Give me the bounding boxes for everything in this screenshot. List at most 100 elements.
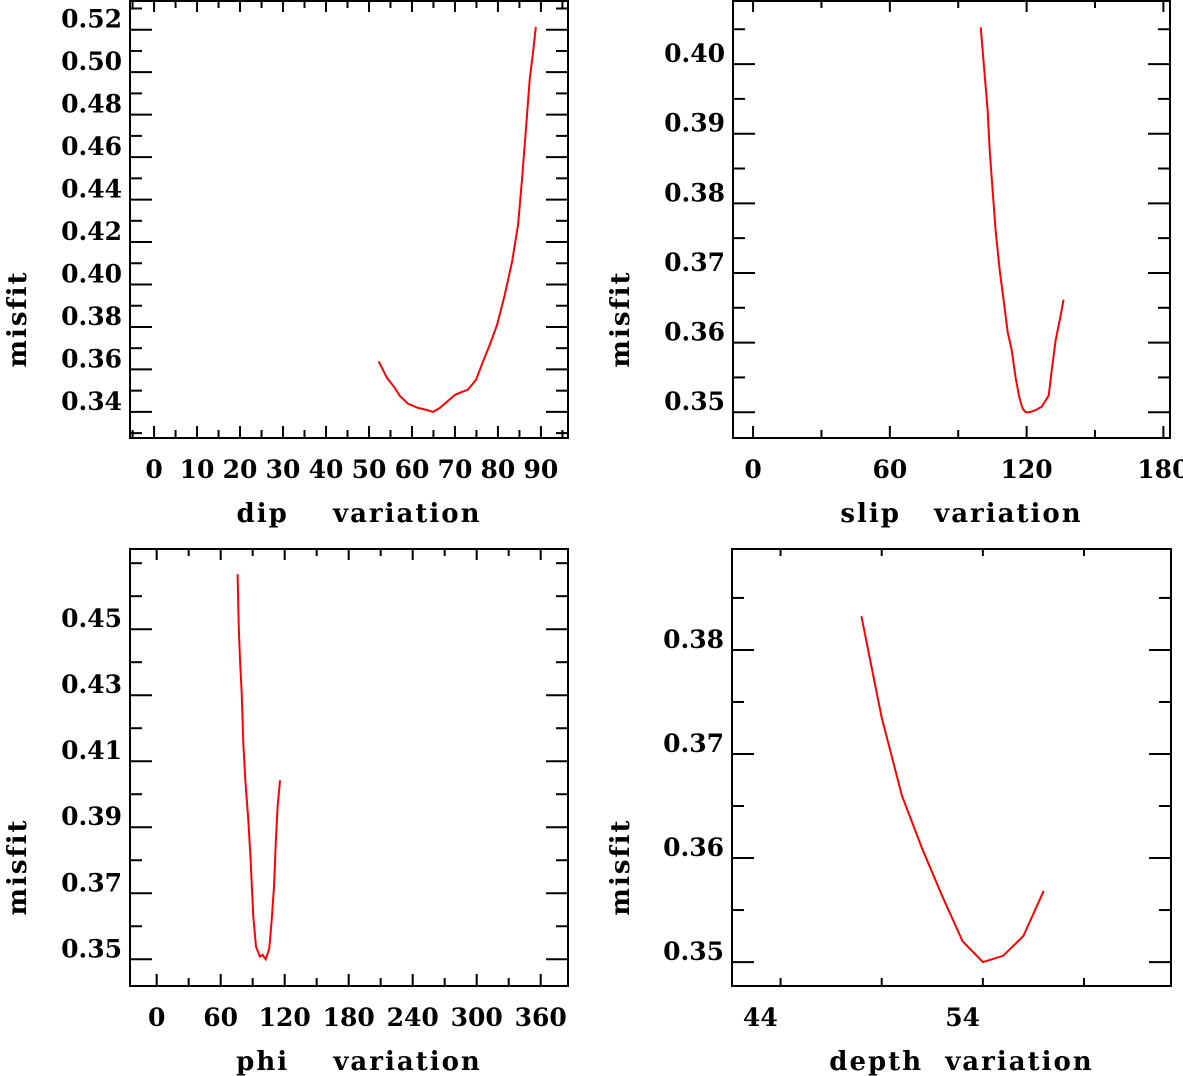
data-point <box>439 407 441 409</box>
subplot-4: 44 54 0.35 0.36 0.37 0.38 depth variation misfi… <box>606 548 1172 1076</box>
data-point <box>531 53 534 56</box>
data-point <box>239 659 241 661</box>
data-point <box>426 409 428 411</box>
y-tick-label: 0.37 <box>61 868 122 897</box>
data-point <box>988 149 991 152</box>
y-axis-label: misfit <box>3 270 33 367</box>
data-point <box>279 779 281 782</box>
misfit-line <box>860 616 1045 964</box>
y-tick-label: 0.35 <box>663 937 724 966</box>
x-tick-label: 30 <box>266 455 301 484</box>
data-point <box>1021 407 1024 410</box>
data-point <box>1002 955 1004 957</box>
data-point <box>994 229 997 232</box>
data-point <box>240 692 243 695</box>
data-point <box>521 178 523 181</box>
x-tick-label: 360 <box>515 1003 567 1032</box>
y-tick-label: 0.45 <box>61 604 122 633</box>
data-point <box>268 947 271 950</box>
data-point <box>432 411 434 413</box>
data-point <box>252 915 255 918</box>
data-point <box>901 794 903 797</box>
data-point <box>244 779 247 781</box>
data-point <box>259 955 261 958</box>
data-point <box>1034 409 1037 411</box>
misfit-line <box>236 574 281 962</box>
data-point <box>1010 348 1013 351</box>
x-tick-label: 300 <box>451 1003 503 1032</box>
data-point <box>399 395 401 397</box>
data-point <box>860 615 863 618</box>
axes-frame <box>731 548 1172 987</box>
y-tick-label: 0.40 <box>664 39 725 68</box>
x-tick-label: 80 <box>481 455 516 484</box>
y-tick-label: 0.37 <box>664 248 725 277</box>
y-tick-label: 0.38 <box>664 178 725 207</box>
x-tick-label: 60 <box>395 455 430 484</box>
y-axis-label: misfit <box>606 270 636 367</box>
data-point <box>1050 369 1053 372</box>
x-tick-label: 44 <box>743 1003 778 1032</box>
data-point <box>1047 394 1050 397</box>
subplot-1: 0 10 20 30 40 50 60 70 80 90 0.34 0.36 0.38 0.40 0.42 0… <box>3 0 569 529</box>
y-tick-label: 0.36 <box>663 833 724 862</box>
data-point <box>247 819 250 821</box>
y-tick-label: 0.39 <box>664 109 725 138</box>
x-tick-label: 60 <box>203 1003 238 1032</box>
data-point <box>378 360 380 363</box>
x-tick-label: 0 <box>744 455 761 484</box>
data-point <box>511 260 513 263</box>
y-tick-label: 0.36 <box>664 318 725 347</box>
data-point <box>528 78 531 81</box>
data-point <box>261 954 264 956</box>
y-tick-label: 0.50 <box>61 47 122 76</box>
y-tick-label: 0.43 <box>61 670 122 699</box>
x-tick-label: 240 <box>387 1003 439 1032</box>
data-point <box>445 401 448 403</box>
x-axis-label: depth variation <box>829 1047 1093 1076</box>
data-point <box>461 391 463 393</box>
data-point <box>1042 890 1045 893</box>
data-point <box>475 379 477 381</box>
axes-frame <box>129 548 569 987</box>
data-point <box>941 895 944 898</box>
data-point <box>880 716 883 719</box>
y-tick-label: 0.39 <box>61 802 122 831</box>
x-axis-label: slip variation <box>840 499 1082 529</box>
data-point <box>982 961 984 963</box>
x-tick-label: 120 <box>259 1003 311 1032</box>
x-tick-label: 90 <box>524 455 559 484</box>
subplot-3: 0 60 120 180 240 300 360 0.35 0.37 0.39 0.41 0.43 0.… <box>3 548 569 1076</box>
y-tick-label: 0.48 <box>61 90 122 119</box>
data-point <box>1006 331 1009 333</box>
y-tick-label: 0.38 <box>663 625 724 654</box>
misfit-line <box>378 27 537 413</box>
axes-frame <box>732 0 1171 439</box>
data-point <box>1058 319 1061 322</box>
x-axis-label: phi variation <box>236 1047 482 1076</box>
data-point <box>504 293 506 296</box>
data-point <box>275 838 277 841</box>
data-point <box>983 74 986 77</box>
y-axis-label: misfit <box>3 818 33 915</box>
data-point <box>1054 339 1057 342</box>
x-tick-label: 50 <box>352 455 387 484</box>
misfit-line <box>979 27 1065 414</box>
data-point <box>242 742 245 744</box>
data-point <box>1022 935 1025 937</box>
data-point <box>1028 411 1031 414</box>
data-point <box>386 377 388 379</box>
data-point <box>496 324 498 326</box>
y-tick-label: 0.34 <box>61 387 122 416</box>
data-point <box>1014 377 1017 379</box>
y-tick-label: 0.41 <box>61 736 122 765</box>
data-point <box>534 26 537 29</box>
x-tick-label: 10 <box>180 455 215 484</box>
y-tick-label: 0.42 <box>61 217 122 246</box>
data-point <box>1018 397 1021 400</box>
axes-frame <box>129 0 569 439</box>
data-point <box>1062 299 1065 301</box>
data-point <box>273 885 275 888</box>
x-tick-label: 20 <box>223 455 258 484</box>
